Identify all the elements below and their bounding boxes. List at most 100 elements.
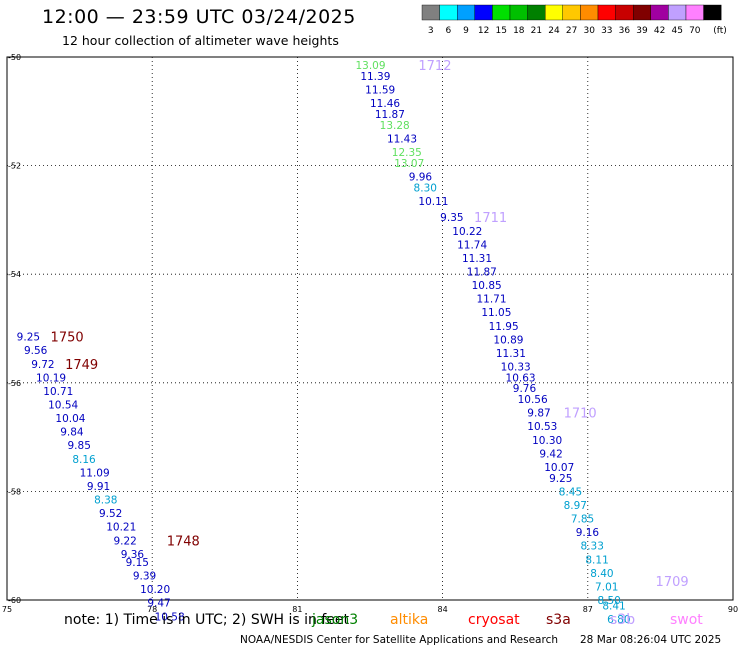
legend-label: 45: [671, 26, 682, 36]
wave-height-label: 7.01: [595, 581, 618, 593]
wave-height-label: 10.19: [36, 372, 66, 384]
y-tick-label: -54: [8, 270, 21, 279]
wave-height-label: 13.07: [394, 158, 424, 170]
legend-label: 15: [495, 26, 506, 36]
wave-height-label: 8.97: [564, 500, 587, 512]
wave-height-label: 9.76: [513, 383, 537, 395]
wave-height-label: 9.16: [576, 527, 600, 539]
legend-label: 18: [513, 26, 525, 36]
wave-height-label: 11.46: [370, 98, 400, 110]
legend-label: 24: [548, 26, 560, 36]
wave-height-label: 11.05: [481, 307, 511, 319]
chart-subtitle: 12 hour collection of altimeter wave hei…: [62, 33, 339, 48]
wave-height-label: 10.56: [518, 394, 548, 406]
x-tick-label: 75: [2, 605, 12, 614]
wave-height-label: 10.11: [418, 196, 448, 208]
wave-height-label: 11.71: [476, 294, 506, 306]
satellite-jason3: jason3: [312, 612, 359, 628]
legend-label: 42: [654, 26, 665, 36]
wave-height-label: 7.85: [571, 514, 594, 526]
wave-height-label: 11.39: [360, 71, 390, 83]
wave-height-label: 11.31: [462, 253, 492, 265]
x-tick-label: 84: [438, 605, 448, 614]
y-tick-label: -56: [8, 379, 21, 388]
footer-credit: NOAA/NESDIS Center for Satellite Applica…: [240, 634, 558, 646]
wave-height-label: 8.50: [597, 595, 620, 607]
wave-height-label: 8.41: [602, 600, 625, 612]
wave-height-label: 9.96: [409, 171, 433, 183]
wave-height-label: 9.87: [527, 408, 550, 420]
wave-height-label: 8.38: [94, 495, 117, 507]
wave-height-label: 10.21: [106, 522, 136, 534]
legend-label: 70: [689, 26, 701, 36]
wave-height-label: 8.45: [559, 486, 582, 498]
wave-height-label: 10.53: [527, 421, 557, 433]
chart-title: 12:00 — 23:59 UTC 03/24/2025: [42, 6, 356, 28]
wave-height-label: 10.58: [155, 611, 185, 623]
satellite-s3a: s3a: [546, 612, 571, 628]
wave-height-label: 10.07: [544, 462, 574, 474]
pass-number-label: 1709: [656, 575, 689, 590]
footer-note: note: 1) Time is in UTC; 2) SWH is in fe…: [64, 612, 350, 628]
pass-number-label: 1750: [51, 331, 84, 346]
wave-height-label: 9.35: [440, 212, 463, 224]
wave-height-label: 8.11: [585, 554, 608, 566]
wave-height-label: 10.89: [493, 334, 523, 346]
wave-height-label: 9.25: [549, 473, 572, 485]
y-tick-label: -58: [8, 487, 21, 496]
wave-height-label: 9.91: [87, 481, 110, 493]
pass-number-label: 1710: [564, 407, 597, 422]
legend-label: 12: [478, 26, 489, 36]
legend-label: 27: [566, 26, 577, 36]
wave-height-label: 10.71: [43, 386, 73, 398]
satellite-s3b: s3b: [610, 612, 636, 628]
wave-height-label: 9.39: [133, 571, 156, 583]
wave-height-label: 12.35: [392, 147, 422, 159]
wave-height-label: 8.33: [581, 541, 604, 553]
y-tick-label: -50: [8, 53, 21, 62]
y-tick-label: -60: [8, 596, 21, 605]
legend-label: 30: [583, 26, 595, 36]
legend-label: 39: [636, 26, 648, 36]
wave-height-label: 11.95: [489, 321, 519, 333]
wave-height-label: 10.30: [532, 435, 562, 447]
wave-height-label: 13.28: [380, 120, 410, 132]
wave-height-label: 13.09: [355, 60, 385, 72]
wave-height-label: 11.09: [80, 467, 110, 479]
wave-height-label: 9.25: [17, 332, 40, 344]
wave-height-label: 10.20: [140, 584, 170, 596]
wave-height-label: 10.33: [501, 362, 531, 374]
wave-height-label: 10.22: [452, 226, 482, 238]
wave-height-label: 8.30: [414, 182, 437, 194]
wave-height-label: 8.16: [72, 454, 96, 466]
wave-height-label: 9.52: [99, 508, 122, 520]
legend-label: 21: [531, 26, 542, 36]
wave-height-label: 9.85: [68, 440, 91, 452]
wave-height-label: 10.63: [506, 372, 536, 384]
legend-label: 3: [428, 26, 434, 36]
wave-height-label: 11.59: [365, 85, 395, 97]
legend-label: 6: [446, 26, 452, 36]
wave-height-label: 11.43: [387, 133, 417, 145]
wave-height-label: 10.04: [55, 413, 85, 425]
pass-number-label: 1749: [65, 358, 98, 373]
footer-timestamp: 28 Mar 08:26:04 UTC 2025: [580, 634, 722, 646]
wave-height-label: 9.36: [121, 549, 145, 561]
wave-height-label: 11.31: [496, 348, 526, 360]
wave-height-label: 9.42: [539, 448, 562, 460]
wave-height-label: 11.87: [467, 266, 497, 278]
wave-height-label: 9.22: [113, 535, 136, 547]
wave-height-label: 8.40: [590, 568, 613, 580]
wave-height-label: 9.84: [60, 427, 84, 439]
wave-height-label: 11.74: [457, 239, 487, 251]
legend-label: 36: [619, 26, 631, 36]
satellite-swot: swot: [670, 612, 703, 628]
wave-height-label: 11.87: [375, 109, 405, 121]
pass-number-label: 1711: [474, 211, 507, 226]
wave-height-label: 9.47: [147, 598, 170, 610]
x-tick-label: 87: [583, 605, 593, 614]
legend-swatch: [703, 4, 722, 21]
wave-height-label: 10.54: [48, 400, 78, 412]
legend-label: 33: [601, 26, 612, 36]
legend-unit: (ft): [713, 26, 727, 36]
